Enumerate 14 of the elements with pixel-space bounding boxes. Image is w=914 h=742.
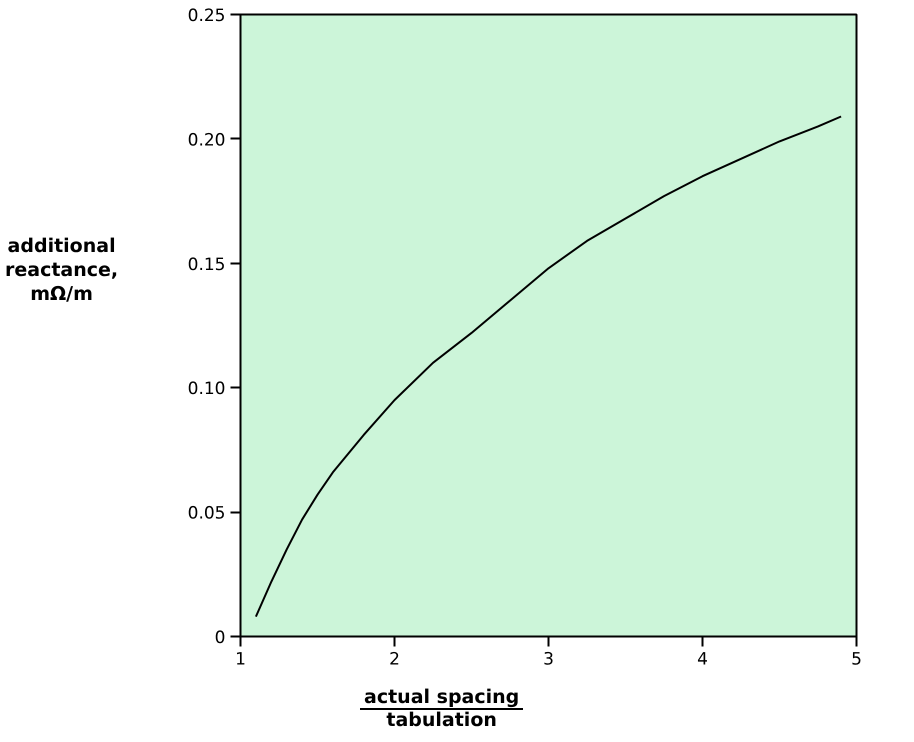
x-tick-label: 4: [697, 650, 708, 670]
y-tick-label: 0.15: [188, 254, 226, 275]
y-tick-label: 0.10: [188, 379, 226, 400]
y-tick-label: 0: [214, 628, 226, 648]
x-tick-label: 5: [851, 650, 862, 670]
x-tick-label: 1: [235, 650, 246, 670]
line-series: [254, 116, 842, 618]
x-tick-label: 3: [543, 650, 554, 670]
y-axis-title: additional reactance, mΩ/m: [5, 235, 118, 306]
x-axis-title: actual spacing tabulation: [363, 686, 520, 731]
x-tick-label: 2: [389, 650, 400, 670]
y-tick-label: 0.20: [188, 130, 226, 150]
y-tick-label: 0.05: [188, 504, 226, 524]
y-tick-label: 0.25: [188, 6, 226, 26]
